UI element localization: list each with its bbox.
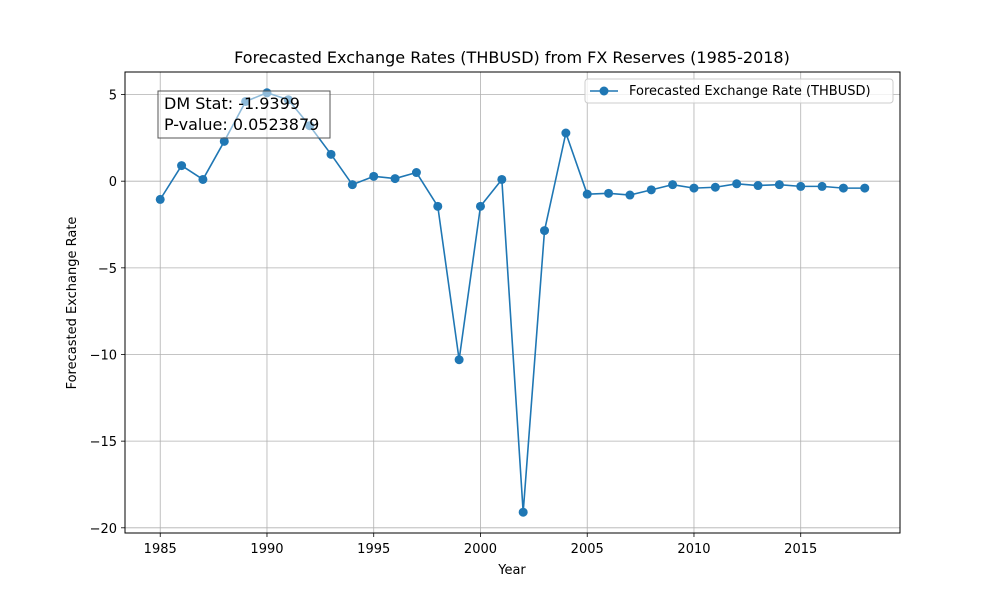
data-point xyxy=(155,194,165,204)
data-point xyxy=(689,183,699,193)
annotation-box: DM Stat: -1.9399 P-value: 0.0523879 xyxy=(157,90,331,139)
data-point xyxy=(369,171,379,181)
legend-label: Forecasted Exchange Rate (THBUSD) xyxy=(629,84,871,99)
data-point xyxy=(646,185,656,195)
data-point xyxy=(475,201,485,211)
chart-title: Forecasted Exchange Rates (THBUSD) from … xyxy=(234,48,790,67)
y-tick-label: 5 xyxy=(109,89,117,104)
x-axis-title: Year xyxy=(497,563,526,578)
data-point xyxy=(732,179,742,189)
x-tick-label: 1995 xyxy=(357,542,390,557)
y-axis-title: Forecasted Exchange Rate xyxy=(65,217,80,390)
legend-frame xyxy=(584,78,894,104)
data-point xyxy=(390,174,400,184)
x-tick-label: 2010 xyxy=(677,542,710,557)
y-tick-label: −15 xyxy=(90,435,117,450)
data-point xyxy=(540,226,550,236)
data-point xyxy=(604,188,614,198)
data-point xyxy=(625,190,635,200)
ticks: 1985 1990 1995 2000 2005 2010 2015 5 0 −5 −10 −15 −2… xyxy=(90,89,818,557)
data-point xyxy=(411,168,421,178)
data-point xyxy=(326,149,336,159)
legend: Forecasted Exchange Rate (THBUSD) xyxy=(584,78,894,104)
y-tick-label: 0 xyxy=(109,175,117,190)
data-point xyxy=(710,182,720,192)
data-point xyxy=(219,136,229,146)
x-tick-label: 2000 xyxy=(464,542,497,557)
data-point xyxy=(433,201,443,211)
data-point xyxy=(796,181,806,191)
x-tick-label: 1985 xyxy=(144,542,177,557)
data-point xyxy=(198,174,208,184)
x-tick-label: 2015 xyxy=(784,542,817,557)
data-point xyxy=(177,161,187,171)
data-point xyxy=(753,181,763,191)
annotation-p-value: P-value: 0.0523879 xyxy=(164,115,319,134)
legend-point-marker xyxy=(599,86,609,96)
plot-area-frame xyxy=(124,71,901,534)
data-point xyxy=(817,181,827,191)
y-tick-label: −20 xyxy=(90,522,117,537)
y-tick-label: −10 xyxy=(90,348,117,363)
data-point xyxy=(582,189,592,199)
data-point xyxy=(454,355,464,365)
x-tick-label: 2005 xyxy=(571,542,604,557)
data-point xyxy=(497,174,507,184)
data-point xyxy=(860,183,870,193)
annotation-dm-stat: DM Stat: -1.9399 xyxy=(164,94,300,113)
y-tick-label: −5 xyxy=(98,262,117,277)
data-point xyxy=(838,183,848,193)
x-tick-label: 1990 xyxy=(250,542,283,557)
data-point xyxy=(347,180,357,190)
data-point xyxy=(518,507,528,517)
data-point xyxy=(774,180,784,190)
annotation-frame xyxy=(157,90,331,139)
data-point xyxy=(561,128,571,138)
data-point xyxy=(668,180,678,190)
